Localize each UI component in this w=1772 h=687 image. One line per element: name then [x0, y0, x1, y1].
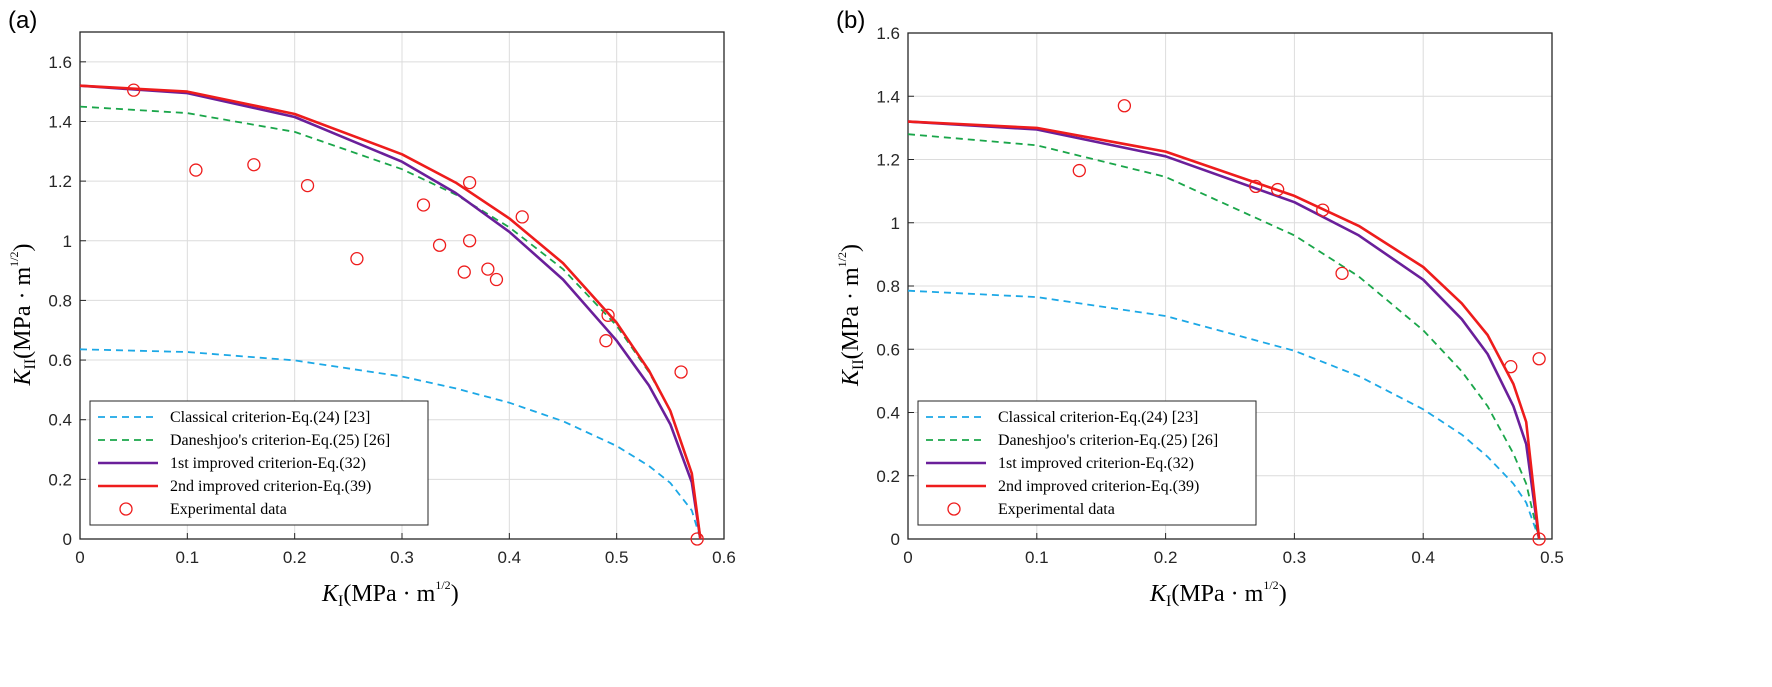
- series-improved-2-line: [79, 84, 702, 540]
- legend-label-improved-1: 1st improved criterion-Eq.(32): [170, 455, 366, 472]
- panel-label: (a): [8, 7, 37, 34]
- x-tick-label: 0.2: [1154, 548, 1178, 567]
- data-point: [481, 262, 495, 276]
- series-classical-line: [79, 348, 702, 540]
- series-classical-line: [907, 289, 1540, 540]
- x-tick-label: 0.1: [176, 548, 200, 567]
- x-tick-label: 0.4: [498, 548, 522, 567]
- legend-swatch-experimental: [947, 502, 961, 516]
- legend-label-improved-1: 1st improved criterion-Eq.(32): [998, 455, 1194, 472]
- y-tick-label: 0.6: [48, 351, 72, 370]
- data-point: [1335, 266, 1349, 281]
- legend-label-classical: Classical criterion-Eq.(24) [23]: [170, 409, 370, 426]
- data-point: [1249, 179, 1263, 194]
- y-tick-label: 1.4: [876, 87, 900, 106]
- data-point: [1532, 352, 1546, 366]
- y-tick-label: 1.4: [48, 112, 72, 131]
- y-tick-label: 0.2: [48, 470, 72, 489]
- y-axis-label: KII(MPa · m1/2): [835, 244, 867, 387]
- x-tick-label: 0.1: [1025, 548, 1049, 567]
- data-point: [1532, 532, 1546, 546]
- y-tick-label: 1.2: [876, 151, 900, 170]
- y-tick-label: 1.6: [48, 53, 72, 72]
- series-improved-1-line: [79, 84, 702, 540]
- y-tick-label: 0: [63, 530, 72, 549]
- y-tick-label: 0: [891, 530, 900, 549]
- x-tick-label: 0.3: [390, 548, 414, 567]
- data-point: [674, 365, 688, 379]
- y-tick-label: 0.4: [48, 411, 72, 430]
- legend-label-experimental: Experimental data: [998, 501, 1115, 518]
- series-improved-1-line: [907, 120, 1541, 540]
- panel-label: (b): [836, 7, 865, 34]
- y-tick-label: 0.2: [876, 467, 900, 486]
- grid: [79, 32, 725, 540]
- data-point: [601, 308, 615, 322]
- data-point: [1072, 163, 1086, 178]
- legend-label-classical: Classical criterion-Eq.(24) [23]: [998, 409, 1198, 426]
- data-point: [599, 334, 613, 348]
- data-point: [690, 532, 704, 546]
- y-tick-label: 0.4: [876, 404, 900, 423]
- y-axis-label: KII(MPa · m1/2): [7, 243, 39, 386]
- x-tick-label: 0: [903, 548, 912, 567]
- legend-label-daneshjoo: Daneshjoo's criterion-Eq.(25) [26]: [170, 432, 390, 449]
- y-tick-label: 0.8: [876, 277, 900, 296]
- data-point: [462, 234, 477, 248]
- data-point: [1504, 359, 1518, 374]
- y-tick-label: 0.6: [876, 340, 900, 359]
- data-point: [350, 252, 364, 266]
- x-tick-label: 0.4: [1411, 548, 1435, 567]
- series-experimental: [1072, 99, 1546, 546]
- legend-label-improved-2: 2nd improved criterion-Eq.(39): [170, 478, 371, 495]
- y-tick-label: 1.6: [876, 24, 900, 43]
- legend: Classical criterion-Eq.(24) [23] Daneshjo…: [89, 400, 429, 526]
- data-point: [416, 198, 431, 212]
- x-tick-label: 0: [75, 548, 84, 567]
- x-tick-label: 0.5: [1540, 548, 1564, 567]
- legend-label-improved-2: 2nd improved criterion-Eq.(39): [998, 478, 1199, 495]
- legend-label-experimental: Experimental data: [170, 501, 287, 518]
- data-point: [462, 175, 477, 190]
- data-point: [1316, 203, 1330, 217]
- x-axis-label: KI(MPa · m1/2): [321, 578, 459, 610]
- series-improved-2-line: [907, 120, 1541, 540]
- y-tick-label: 1: [63, 232, 72, 251]
- legend-swatch-experimental: [119, 502, 133, 516]
- x-axis-label: KI(MPa · m1/2): [1149, 578, 1287, 610]
- legend: Classical criterion-Eq.(24) [23] Daneshjo…: [917, 400, 1257, 526]
- series-daneshjoo-line: [907, 133, 1540, 540]
- data-point: [515, 210, 529, 224]
- data-point: [127, 83, 141, 97]
- data-point: [189, 163, 203, 177]
- data-point: [1117, 99, 1132, 113]
- panel-b: (b) 0 0.1 0.2 0.3 0.4 0.5 0 0.2 0.4 0.6 0.8 1 1.2 1.4 1…: [835, 7, 1564, 610]
- x-tick-label: 0.2: [283, 548, 307, 567]
- legend-label-daneshjoo: Daneshjoo's criterion-Eq.(25) [26]: [998, 432, 1218, 449]
- data-point: [247, 158, 261, 172]
- data-point: [432, 238, 447, 252]
- panel-a: (a) 0 0.1 0.2 0.3 0.4 0.5 0.6 0 0.2 0.4 0.6 0.8 1 1.2 1…: [7, 7, 736, 610]
- y-tick-label: 1: [891, 214, 900, 233]
- data-point: [1271, 182, 1285, 197]
- x-tick-label: 0.6: [712, 548, 736, 567]
- x-tick-label: 0.3: [1283, 548, 1307, 567]
- y-tick-label: 1.2: [48, 172, 72, 191]
- y-tick-label: 0.8: [48, 291, 72, 310]
- data-point: [457, 265, 471, 279]
- series-experimental: [127, 83, 704, 546]
- data-point: [489, 272, 504, 287]
- x-tick-label: 0.5: [605, 548, 629, 567]
- data-point: [300, 178, 315, 193]
